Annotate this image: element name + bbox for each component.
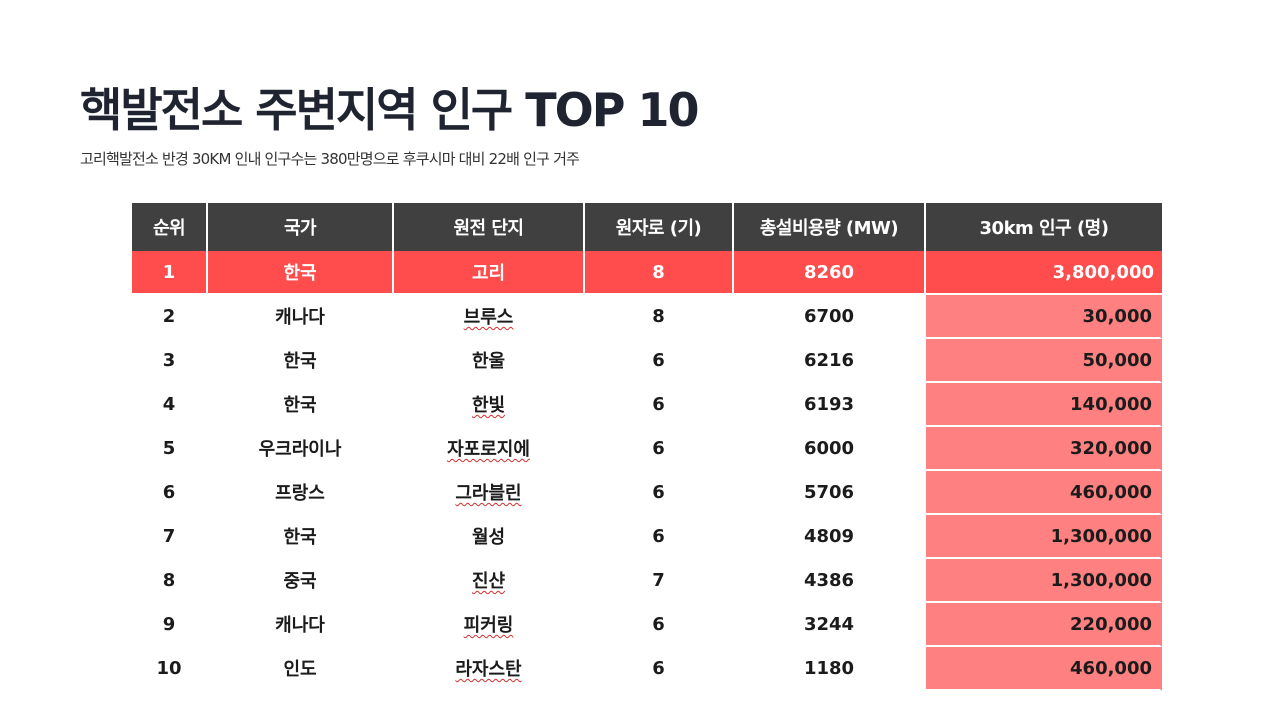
site-name: 진샨 — [471, 571, 506, 592]
site-name: 브루스 — [463, 307, 514, 328]
capacity-cell: 5706 — [734, 471, 926, 515]
population-cell: 1,300,000 — [926, 515, 1162, 559]
site-name: 한빛 — [471, 395, 506, 416]
country-cell: 한국 — [208, 383, 394, 427]
header-reactors: 원자로 (기) — [585, 203, 734, 251]
reactors-cell: 6 — [585, 647, 734, 691]
rank-cell: 1 — [132, 251, 208, 295]
site-cell: 자포로지에 — [394, 427, 585, 471]
population-cell: 320,000 — [926, 427, 1162, 471]
reactors-cell: 6 — [585, 515, 734, 559]
country-cell: 한국 — [208, 515, 394, 559]
capacity-cell: 3244 — [734, 603, 926, 647]
capacity-cell: 6193 — [734, 383, 926, 427]
reactors-cell: 6 — [585, 383, 734, 427]
population-cell: 460,000 — [926, 471, 1162, 515]
page-title: 핵발전소 주변지역 인구 TOP 10 — [80, 83, 699, 137]
header-site: 원전 단지 — [394, 203, 585, 251]
rank-cell: 9 — [132, 603, 208, 647]
capacity-cell: 6700 — [734, 295, 926, 339]
site-cell: 고리 — [394, 251, 585, 295]
site-cell: 한울 — [394, 339, 585, 383]
reactors-cell: 6 — [585, 603, 734, 647]
population-cell: 220,000 — [926, 603, 1162, 647]
site-name: 라자스탄 — [455, 659, 522, 680]
site-name: 한울 — [471, 351, 506, 372]
capacity-cell: 4809 — [734, 515, 926, 559]
site-cell: 진샨 — [394, 559, 585, 603]
site-name: 피커링 — [463, 615, 514, 636]
capacity-cell: 6216 — [734, 339, 926, 383]
header-rank: 순위 — [132, 203, 208, 251]
population-cell: 1,300,000 — [926, 559, 1162, 603]
header-capacity: 총설비용량 (MW) — [734, 203, 926, 251]
site-name: 고리 — [471, 263, 506, 284]
population-cell: 460,000 — [926, 647, 1162, 691]
site-cell: 브루스 — [394, 295, 585, 339]
capacity-cell: 4386 — [734, 559, 926, 603]
site-cell: 피커링 — [394, 603, 585, 647]
table-row: 2 캐나다 브루스 8 6700 30,000 — [132, 295, 1162, 339]
capacity-cell: 6000 — [734, 427, 926, 471]
header-population: 30km 인구 (명) — [926, 203, 1162, 251]
rank-cell: 7 — [132, 515, 208, 559]
table-row: 3 한국 한울 6 6216 50,000 — [132, 339, 1162, 383]
population-cell: 3,800,000 — [926, 251, 1162, 295]
reactors-cell: 8 — [585, 251, 734, 295]
reactors-cell: 7 — [585, 559, 734, 603]
site-cell: 그라블린 — [394, 471, 585, 515]
capacity-cell: 8260 — [734, 251, 926, 295]
country-cell: 한국 — [208, 339, 394, 383]
rank-cell: 8 — [132, 559, 208, 603]
population-cell: 30,000 — [926, 295, 1162, 339]
reactors-cell: 6 — [585, 471, 734, 515]
rank-cell: 2 — [132, 295, 208, 339]
country-cell: 중국 — [208, 559, 394, 603]
rank-cell: 10 — [132, 647, 208, 691]
table-row: 4 한국 한빛 6 6193 140,000 — [132, 383, 1162, 427]
site-cell: 라자스탄 — [394, 647, 585, 691]
page-subtitle: 고리핵발전소 반경 30KM 인내 인구수는 380만명으로 후쿠시마 대비 2… — [80, 150, 580, 168]
reactors-cell: 6 — [585, 339, 734, 383]
rank-cell: 6 — [132, 471, 208, 515]
table-row: 9 캐나다 피커링 6 3244 220,000 — [132, 603, 1162, 647]
rank-cell: 5 — [132, 427, 208, 471]
country-cell: 한국 — [208, 251, 394, 295]
table-row: 7 한국 월성 6 4809 1,300,000 — [132, 515, 1162, 559]
site-cell: 월성 — [394, 515, 585, 559]
reactors-cell: 6 — [585, 427, 734, 471]
table-row: 1 한국 고리 8 8260 3,800,000 — [132, 251, 1162, 295]
country-cell: 캐나다 — [208, 603, 394, 647]
site-name: 자포로지에 — [447, 439, 530, 460]
table-row: 10 인도 라자스탄 6 1180 460,000 — [132, 647, 1162, 691]
country-cell: 프랑스 — [208, 471, 394, 515]
population-table: 순위 국가 원전 단지 원자로 (기) 총설비용량 (MW) 30km 인구 (… — [132, 203, 1162, 691]
country-cell: 우크라이나 — [208, 427, 394, 471]
site-cell: 한빛 — [394, 383, 585, 427]
header-country: 국가 — [208, 203, 394, 251]
population-cell: 50,000 — [926, 339, 1162, 383]
population-cell: 140,000 — [926, 383, 1162, 427]
site-name: 월성 — [471, 527, 506, 548]
table-header-row: 순위 국가 원전 단지 원자로 (기) 총설비용량 (MW) 30km 인구 (… — [132, 203, 1162, 251]
capacity-cell: 1180 — [734, 647, 926, 691]
country-cell: 캐나다 — [208, 295, 394, 339]
rank-cell: 3 — [132, 339, 208, 383]
table-row: 5 우크라이나 자포로지에 6 6000 320,000 — [132, 427, 1162, 471]
table-row: 8 중국 진샨 7 4386 1,300,000 — [132, 559, 1162, 603]
table-row: 6 프랑스 그라블린 6 5706 460,000 — [132, 471, 1162, 515]
reactors-cell: 8 — [585, 295, 734, 339]
site-name: 그라블린 — [455, 483, 522, 504]
country-cell: 인도 — [208, 647, 394, 691]
rank-cell: 4 — [132, 383, 208, 427]
